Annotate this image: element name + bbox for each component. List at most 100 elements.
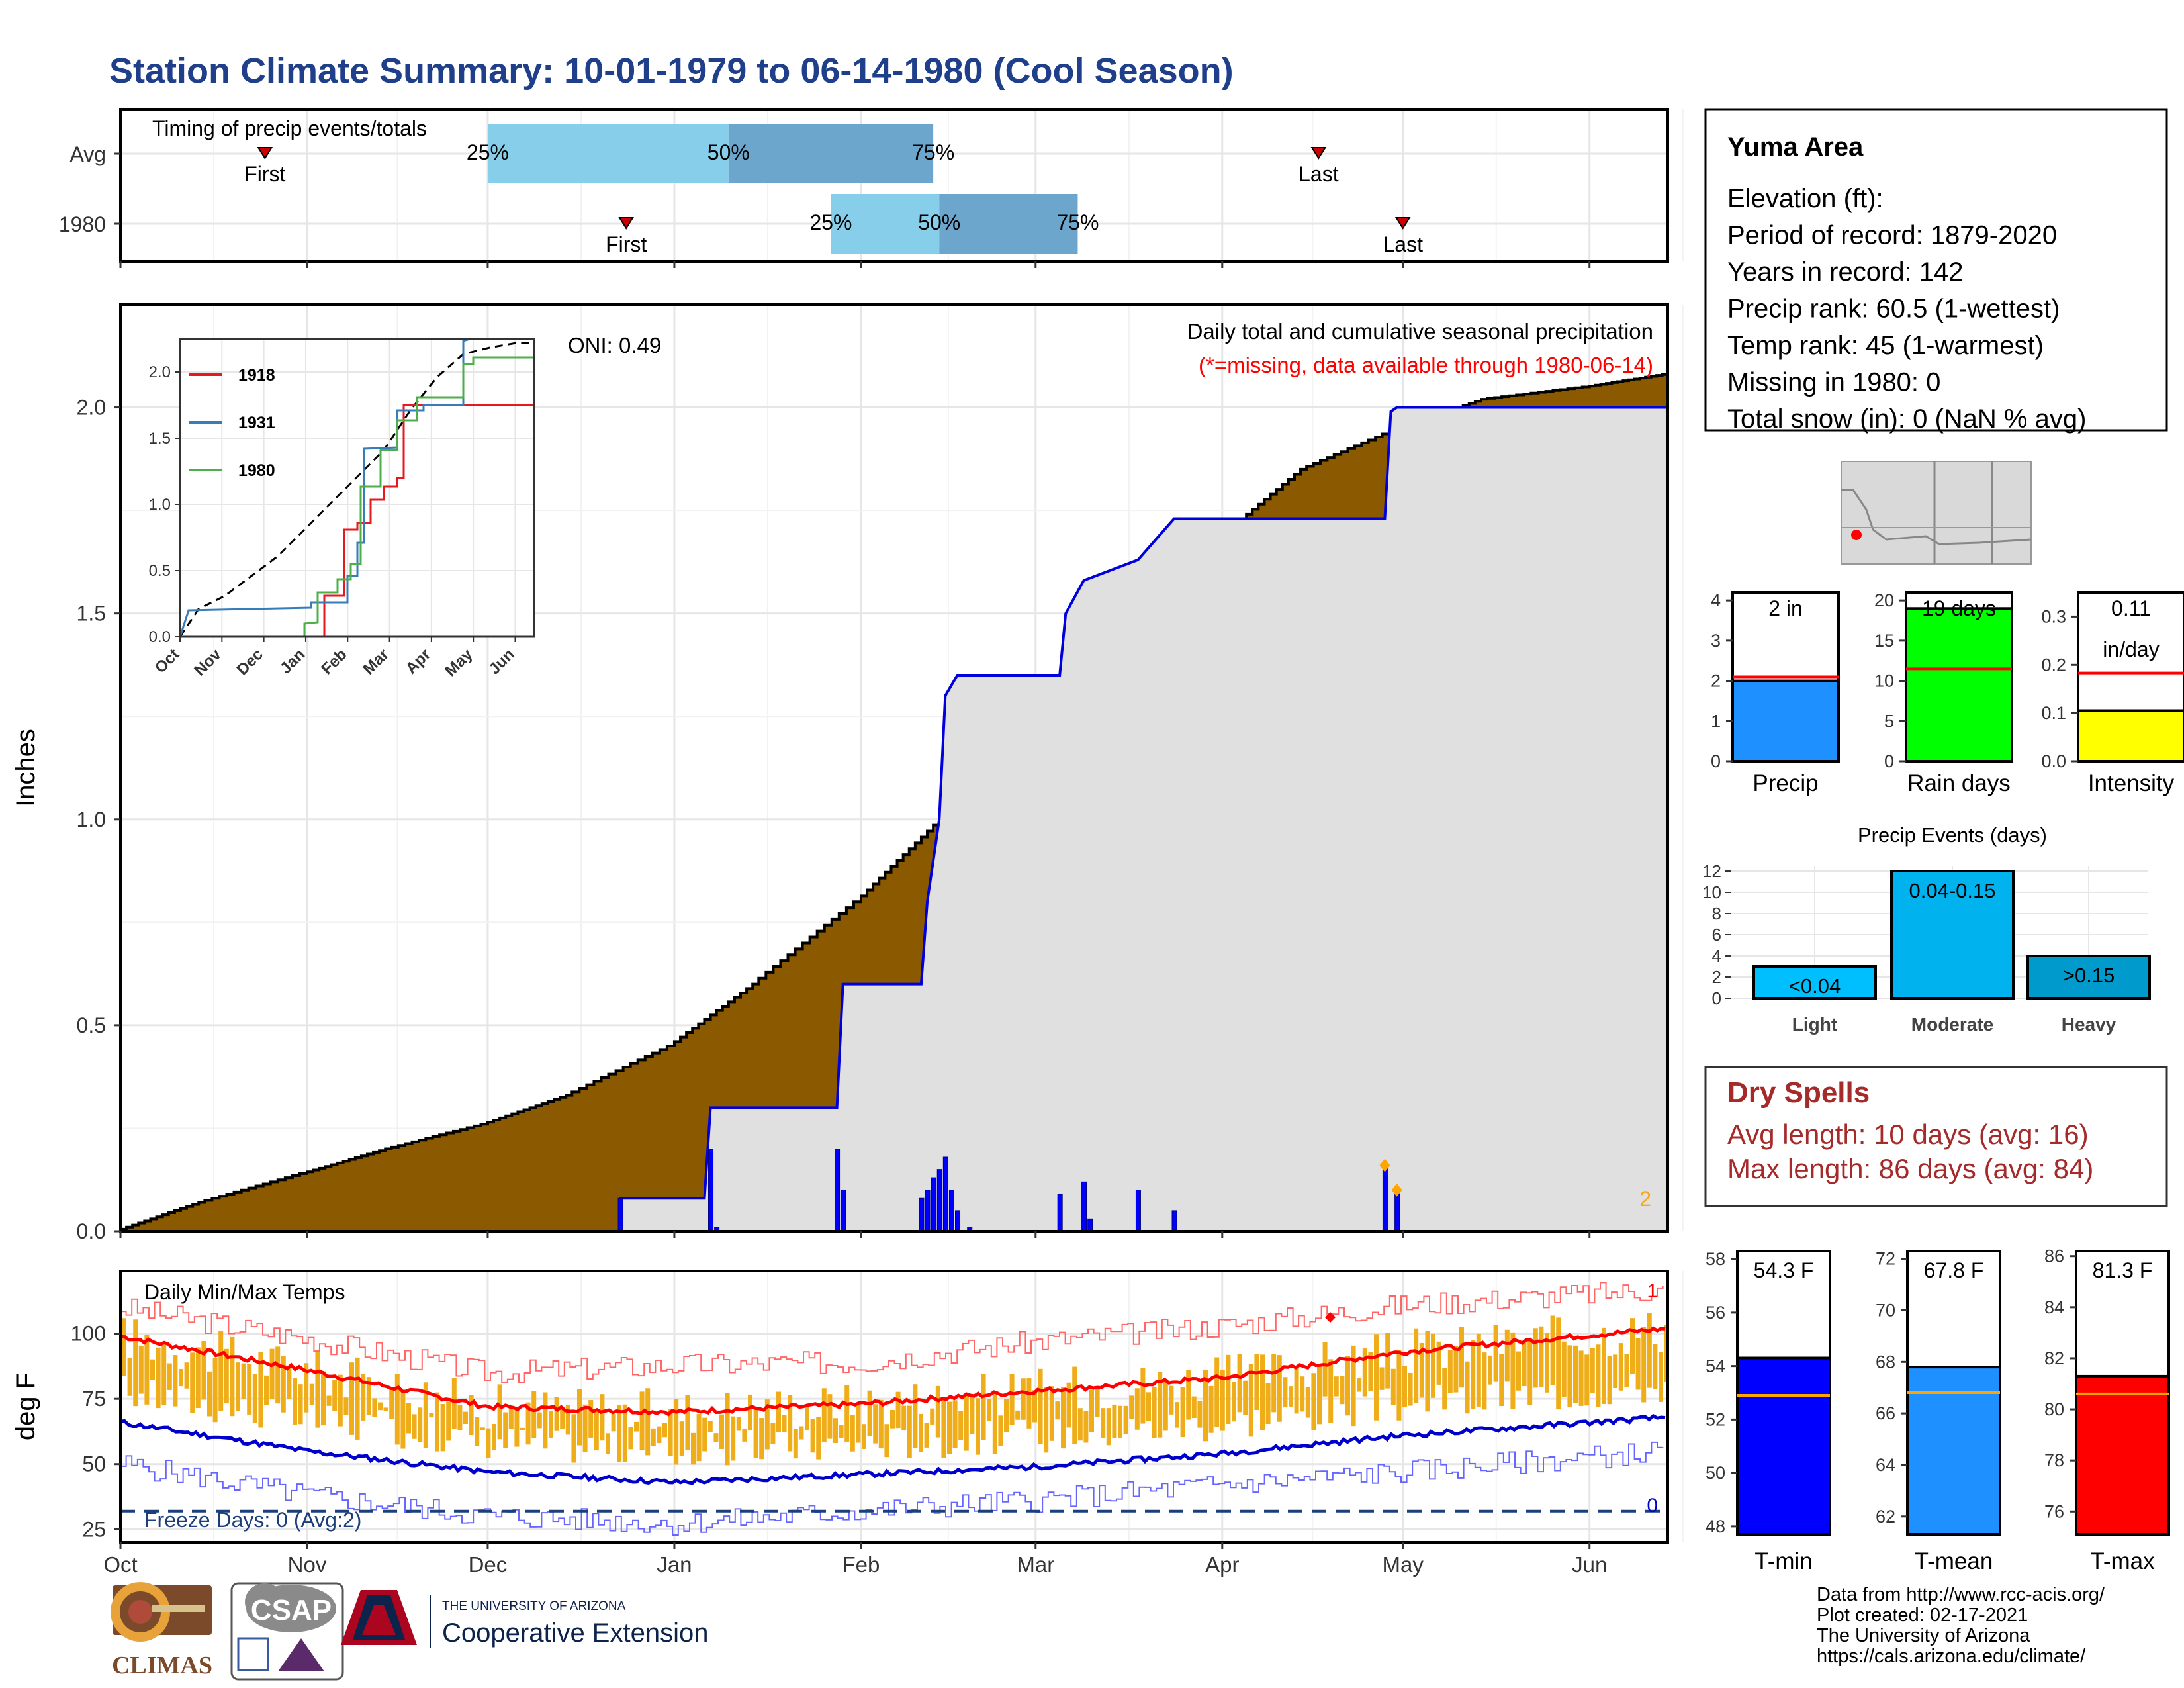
daily-temp-bar <box>1425 1331 1430 1412</box>
daily-temp-bar <box>1328 1359 1334 1423</box>
daily-temp-bar <box>122 1318 126 1376</box>
temp-bar-tick-label: 50 <box>1706 1463 1725 1483</box>
summary-bar-tick-label: 10 <box>1874 671 1894 691</box>
temp-bar-tick-label: 58 <box>1706 1249 1725 1269</box>
daily-temp-bar <box>1351 1345 1356 1427</box>
daily-temp-bar <box>207 1371 212 1417</box>
temp-bar-value: 54.3 F <box>1754 1258 1814 1282</box>
daily-precip-bar <box>936 1169 942 1232</box>
daily-temp-bar <box>1374 1334 1379 1421</box>
daily-temp-bar <box>1152 1387 1157 1438</box>
timing-bar-lower <box>487 124 729 183</box>
daily-temp-bar <box>1573 1345 1578 1403</box>
summary-bar-tick-label: 0.2 <box>2041 655 2066 675</box>
daily-temp-bar <box>497 1384 502 1440</box>
daily-temp-bar <box>634 1421 639 1432</box>
daily-temp-bar <box>514 1408 520 1447</box>
temp-bar-label: T-min <box>1754 1548 1813 1574</box>
daily-temp-bar <box>952 1400 958 1448</box>
inset-legend-label: 1980 <box>238 461 275 480</box>
daily-temp-bar <box>287 1366 292 1399</box>
daily-temp-bar <box>173 1355 178 1407</box>
daily-temp-bar <box>805 1404 809 1430</box>
daily-temp-bar <box>1134 1388 1140 1430</box>
daily-temp-bar <box>1101 1408 1106 1438</box>
daily-temp-bar <box>1561 1341 1567 1397</box>
record-marker <box>1325 1312 1336 1323</box>
daily-temp-bar <box>1072 1366 1077 1444</box>
timing-bar-lower <box>831 194 940 254</box>
daily-temp-bar <box>150 1359 155 1380</box>
daily-temp-bar <box>349 1362 354 1435</box>
daily-temp-bar <box>1334 1376 1339 1397</box>
summary-bar-tick-label: 1 <box>1711 711 1721 731</box>
daily-temp-bar <box>742 1429 747 1442</box>
daily-temp-bar <box>1129 1395 1134 1419</box>
temp-label: Daily Min/Max Temps <box>144 1280 345 1304</box>
daily-temp-bar <box>1607 1356 1612 1405</box>
daily-temp-bar <box>1289 1386 1293 1407</box>
daily-temp-bar <box>264 1375 269 1405</box>
daily-temp-bar <box>679 1421 684 1456</box>
event-bar-light <box>1752 965 1877 1000</box>
daily-temp-bar <box>873 1404 878 1444</box>
climas-label: CLIMAS <box>112 1652 212 1679</box>
inset-legend-label: 1918 <box>238 366 275 385</box>
timing-row-1980: 1980 <box>59 212 106 236</box>
university-of-arizona-logo: THE UNIVERSITY OF ARIZONA Cooperative Ex… <box>341 1590 708 1648</box>
summary-bar-1 <box>1905 607 2013 763</box>
events-y-tick-label: 4 <box>1712 946 1721 966</box>
daily-temp-bar <box>230 1336 235 1417</box>
record-high-line <box>120 1282 1664 1383</box>
daily-temp-bar <box>406 1403 411 1434</box>
daily-temp-bar <box>907 1405 912 1458</box>
daily-temp-bar <box>412 1414 417 1439</box>
ua-small-text: THE UNIVERSITY OF ARIZONA <box>442 1599 626 1613</box>
temp-frame <box>119 1270 1669 1544</box>
event-bar-label: >0.15 <box>2063 964 2115 987</box>
daily-temp-bar <box>451 1378 457 1429</box>
daily-temp-bar <box>179 1368 183 1387</box>
average-max-line <box>120 1326 1666 1417</box>
daily-temp-bar <box>190 1352 195 1413</box>
daily-temp-bar <box>1618 1343 1623 1391</box>
daily-temp-bar <box>1471 1340 1476 1409</box>
daily-temp-bar <box>486 1428 491 1458</box>
daily-temp-bar <box>759 1418 764 1460</box>
temp-bar-tick-label: 80 <box>2044 1399 2064 1419</box>
daily-temp-bar <box>1083 1411 1089 1443</box>
daily-temp-bar <box>241 1363 246 1399</box>
daily-temp-bar <box>480 1427 485 1430</box>
daily-temp-bar <box>1044 1387 1049 1453</box>
daily-temp-bar <box>856 1403 861 1443</box>
timing-first-label: First <box>606 232 647 256</box>
temp-x-tick-label: Mar <box>1017 1552 1054 1577</box>
daily-temp-bar <box>378 1402 383 1411</box>
station-name: Yuma Area <box>1727 132 1864 162</box>
daily-temp-bar <box>764 1399 770 1450</box>
daily-temp-bar <box>987 1399 992 1421</box>
daily-temp-bar <box>1032 1390 1037 1423</box>
temp-bar-value: 81.3 F <box>2093 1258 2153 1282</box>
daily-temp-bar <box>1385 1333 1390 1389</box>
daily-temp-bar <box>992 1391 997 1454</box>
daily-temp-bar <box>1578 1350 1584 1406</box>
daily-temp-bar <box>685 1395 690 1450</box>
daily-temp-bar <box>662 1423 667 1438</box>
temp-x-tick-label: May <box>1383 1552 1424 1577</box>
timing-last-label: Last <box>1298 162 1339 186</box>
daily-temp-bar <box>1220 1370 1225 1431</box>
daily-temp-bar <box>201 1340 206 1400</box>
precip-y-tick-label: 0.0 <box>77 1219 106 1243</box>
daily-temp-bar <box>1186 1370 1191 1420</box>
daily-temp-bar <box>1504 1329 1510 1382</box>
daily-temp-bar <box>668 1409 673 1457</box>
temp-panel: Daily Min/Max Temps Freeze Days: 0 (Avg:… <box>11 1270 1684 1577</box>
temp-bar-tick-label: 54 <box>1706 1356 1725 1376</box>
summary-bar-value: 2 in <box>1768 596 1803 620</box>
daily-temp-bar <box>1653 1344 1658 1389</box>
daily-temp-bar <box>1112 1404 1117 1438</box>
inset-legend-label: 1931 <box>238 414 275 432</box>
daily-precip-bar <box>1382 1164 1388 1232</box>
daily-temp-bar <box>657 1426 662 1444</box>
